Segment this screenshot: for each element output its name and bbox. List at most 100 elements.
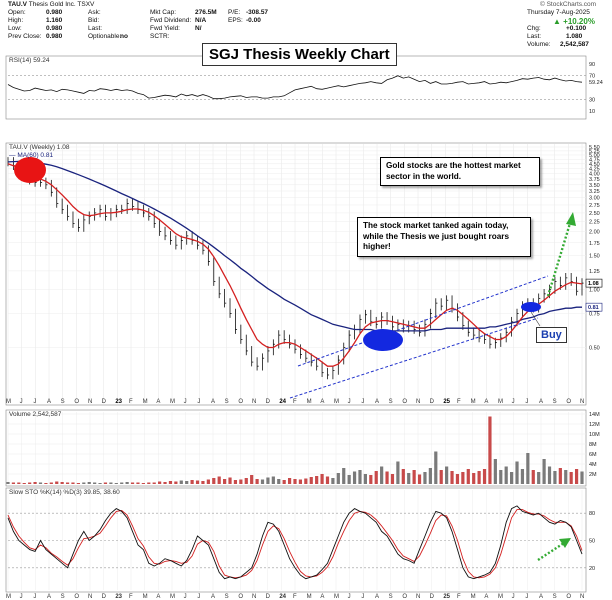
- channel-lower-line: [289, 317, 539, 399]
- header-field-label: Prev Close:: [8, 33, 42, 40]
- rsi-title: RSI(14) 59.24: [9, 57, 50, 64]
- volume-bar: [287, 478, 292, 484]
- volume-bar: [315, 476, 319, 484]
- x-tick-label-bottom: M: [471, 594, 476, 600]
- price-tick-label: 1.00: [589, 288, 600, 294]
- volume-bar: [401, 469, 405, 484]
- volume-bar: [396, 461, 400, 484]
- volume-bar: [120, 482, 124, 484]
- x-tick-label: J: [197, 399, 200, 405]
- x-tick-label-bottom: J: [361, 594, 364, 600]
- x-tick-label-bottom: S: [61, 594, 65, 600]
- ma-label: — MA(60) 0.81: [9, 152, 54, 159]
- vol-tick-label: 14M: [589, 412, 600, 418]
- rsi-tick-label: 90: [589, 62, 595, 68]
- header-field-value: N/: [195, 25, 202, 32]
- volume-bar: [260, 479, 265, 484]
- volume-bar: [22, 483, 26, 484]
- x-tick-label-bottom: N: [580, 594, 584, 600]
- volume-bar: [271, 476, 275, 484]
- header-field-label: P/E:: [228, 9, 241, 16]
- volume-bar: [152, 482, 156, 484]
- x-tick-label-bottom: F: [293, 594, 297, 600]
- volume-bar: [472, 473, 476, 484]
- price-tick-label: 2.50: [589, 211, 600, 217]
- volume-bar: [455, 474, 460, 484]
- x-tick-label: D: [266, 399, 271, 405]
- volume-title: Volume 2,542,587: [9, 411, 62, 418]
- volume-bar: [352, 471, 357, 484]
- x-tick-label-bottom: 25: [443, 594, 450, 600]
- volume-bar: [17, 482, 21, 484]
- chart-title: SGJ Thesis Weekly Chart: [202, 43, 397, 66]
- header-field-value: 1.160: [46, 17, 63, 24]
- vol-tick-label: 8M: [589, 442, 597, 448]
- volume-bar: [499, 470, 503, 484]
- volume-bar: [49, 482, 53, 484]
- callout-gold: Gold stocks are the hottest market secto…: [380, 157, 540, 187]
- red-ellipse: [14, 157, 46, 183]
- volume-bar: [65, 482, 70, 484]
- volume-bar: [141, 483, 145, 484]
- x-tick-label-bottom: J: [197, 594, 200, 600]
- header-field-label: Last:: [527, 33, 542, 40]
- green-arrow-price: [546, 219, 573, 297]
- green-arrowhead-price: [566, 212, 576, 226]
- x-tick-label: J: [361, 399, 364, 405]
- volume-bar: [336, 473, 340, 484]
- volume-bar: [482, 469, 487, 484]
- x-tick-label-bottom: J: [348, 594, 351, 600]
- volume-bar: [374, 471, 378, 484]
- header-date: Thursday 7-Aug-2025: [527, 9, 590, 16]
- x-tick-label-bottom: N: [88, 594, 92, 600]
- x-tick-label: M: [471, 399, 476, 405]
- volume-bar: [233, 480, 238, 484]
- header-field-value: 2,542,587: [560, 41, 589, 48]
- header-field-label: Last:: [88, 25, 103, 32]
- price-tick-label: 0.75: [589, 312, 600, 318]
- x-tick-label: M: [334, 399, 339, 405]
- volume-bar: [423, 472, 427, 484]
- volume-bar: [510, 472, 514, 484]
- x-tick-label-bottom: M: [307, 594, 312, 600]
- vol-tick-label: 4M: [589, 462, 597, 468]
- stoch-panel: [5, 487, 587, 593]
- header-change-pct: ▲ +10.20%: [553, 17, 595, 26]
- x-tick-label-bottom: A: [156, 594, 160, 600]
- blue-ellipse: [363, 329, 403, 351]
- header-field-label: Optionable:: [88, 33, 122, 40]
- volume-bar: [363, 474, 367, 484]
- x-tick-label: N: [88, 399, 92, 405]
- volume-bar: [298, 479, 303, 484]
- volume-panel: [5, 409, 587, 487]
- volume-bar: [331, 478, 335, 484]
- x-tick-label-bottom: O: [402, 594, 407, 600]
- x-tick-label: A: [320, 399, 324, 405]
- channel-upper-line: [297, 275, 549, 367]
- header-field-value: +0.100: [566, 25, 587, 32]
- x-tick-label: M: [170, 399, 175, 405]
- volume-bar: [82, 482, 86, 484]
- x-tick-label: F: [129, 399, 133, 405]
- volume-bar: [195, 480, 200, 484]
- x-tick-label: J: [33, 399, 36, 405]
- volume-bar: [569, 472, 573, 484]
- volume-bar: [71, 482, 75, 484]
- volume-bar: [385, 471, 389, 484]
- volume-bar: [504, 466, 508, 484]
- price-tick-label: 2.00: [589, 230, 600, 236]
- header-field-label: Chg:: [527, 25, 541, 32]
- price-tick-label: 1.25: [589, 269, 600, 275]
- volume-bar: [93, 482, 97, 484]
- x-tick-label-bottom: N: [252, 594, 256, 600]
- x-tick-label: J: [512, 399, 515, 405]
- price-tag-label: 0.81: [588, 305, 599, 311]
- vol-tick-label: 10M: [589, 432, 600, 438]
- x-tick-label-bottom: A: [320, 594, 324, 600]
- volume-bar: [136, 482, 140, 484]
- volume-bar: [282, 480, 286, 484]
- x-tick-label: D: [430, 399, 435, 405]
- volume-bar: [466, 469, 470, 484]
- header-field-label: Low:: [8, 25, 22, 32]
- volume-bar: [190, 480, 194, 484]
